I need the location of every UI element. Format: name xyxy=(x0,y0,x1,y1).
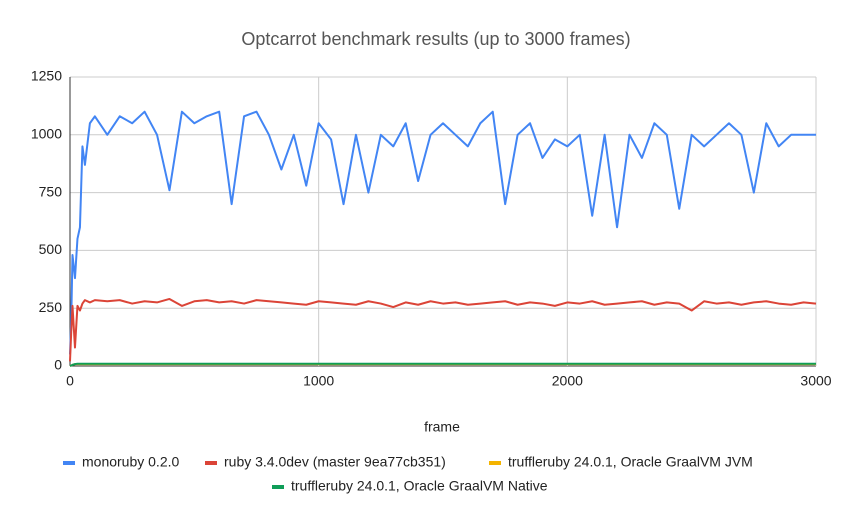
y-tick-label: 1250 xyxy=(31,68,62,84)
series-line xyxy=(69,362,816,367)
legend-label: truffleruby 24.0.1, Oracle GraalVM JVM xyxy=(508,454,753,470)
y-tick-label: 0 xyxy=(54,357,62,373)
x-tick-label: 2000 xyxy=(552,373,583,389)
x-tick-label: 3000 xyxy=(800,373,831,389)
y-tick-label: 750 xyxy=(39,183,63,199)
chart-title: Optcarrot benchmark results (up to 3000 … xyxy=(241,29,630,49)
series-line xyxy=(69,110,816,355)
legend-label: ruby 3.4.0dev (master 9ea77cb351) xyxy=(224,454,446,470)
legend-label: monoruby 0.2.0 xyxy=(82,454,179,470)
y-tick-label: 250 xyxy=(39,299,63,315)
legend-label: truffleruby 24.0.1, Oracle GraalVM Nativ… xyxy=(291,478,548,494)
x-tick-label: 0 xyxy=(66,373,74,389)
series-line xyxy=(69,297,817,362)
y-tick-label: 500 xyxy=(39,241,63,257)
y-tick-label: 1000 xyxy=(31,126,62,142)
x-axis-label: frame xyxy=(424,419,460,435)
x-tick-label: 1000 xyxy=(303,373,334,389)
